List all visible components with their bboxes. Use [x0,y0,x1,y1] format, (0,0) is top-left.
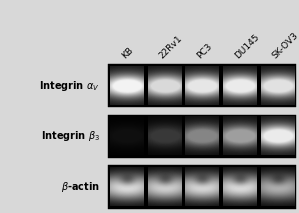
Bar [108,166,296,209]
Text: PC3: PC3 [196,42,214,61]
Text: KB: KB [120,46,135,61]
Text: SK-OV3: SK-OV3 [271,31,299,61]
Text: $\beta$-actin: $\beta$-actin [61,180,100,194]
Text: Integrin $\beta_3$: Integrin $\beta_3$ [41,129,100,143]
Text: Integrin $\alpha_V$: Integrin $\alpha_V$ [39,79,100,93]
Text: DU145: DU145 [233,33,261,61]
Bar [108,64,296,107]
Text: 22Rv1: 22Rv1 [158,34,184,61]
Bar [108,115,296,158]
